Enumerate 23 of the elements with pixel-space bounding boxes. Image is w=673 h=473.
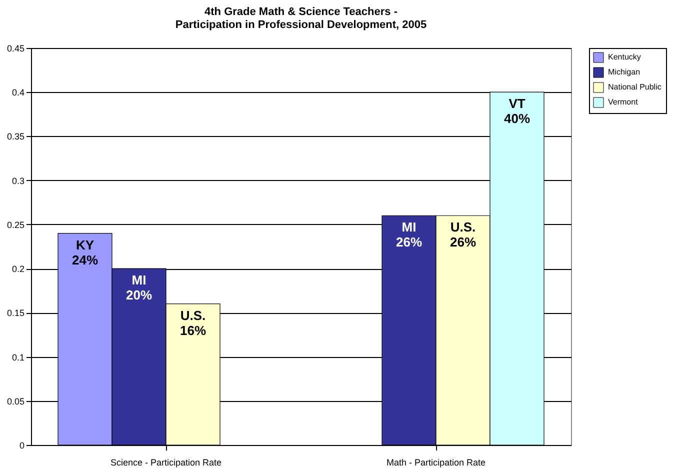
data-label: U.S. 16%	[180, 308, 206, 338]
y-tick-label: 0.3	[12, 176, 24, 186]
data-label: KY 24%	[72, 237, 98, 268]
chart-title: 4th Grade Math & Science Teachers - Participation in Professional Development, 2005	[175, 6, 427, 31]
x-tick-label: Science - Participation Rate	[110, 458, 222, 468]
legend-label: Michigan	[608, 68, 640, 76]
data-label: U.S. 26%	[450, 220, 476, 250]
legend-label: Kentucky	[608, 52, 641, 62]
y-tick-label: 0	[19, 440, 24, 450]
y-tick-label: 0.1	[12, 352, 24, 362]
y-tick-label: 0.2	[12, 264, 24, 274]
data-label: MI 26%	[396, 220, 422, 250]
y-tick-label: 0.35	[6, 132, 24, 142]
data-label: MI 20%	[126, 272, 152, 303]
y-tick-label: 0.15	[6, 308, 24, 318]
data-label: VT 40%	[504, 96, 530, 126]
y-tick-label: 0.25	[6, 220, 24, 230]
y-tick-label: 0.45	[6, 44, 24, 54]
y-tick-label: 0.05	[6, 396, 24, 406]
legend-label: Vermont	[608, 98, 639, 106]
legend-label: National Public	[608, 82, 662, 92]
y-tick-label: 0.4	[12, 88, 24, 98]
x-tick-label: Math - Participation Rate	[386, 458, 486, 468]
